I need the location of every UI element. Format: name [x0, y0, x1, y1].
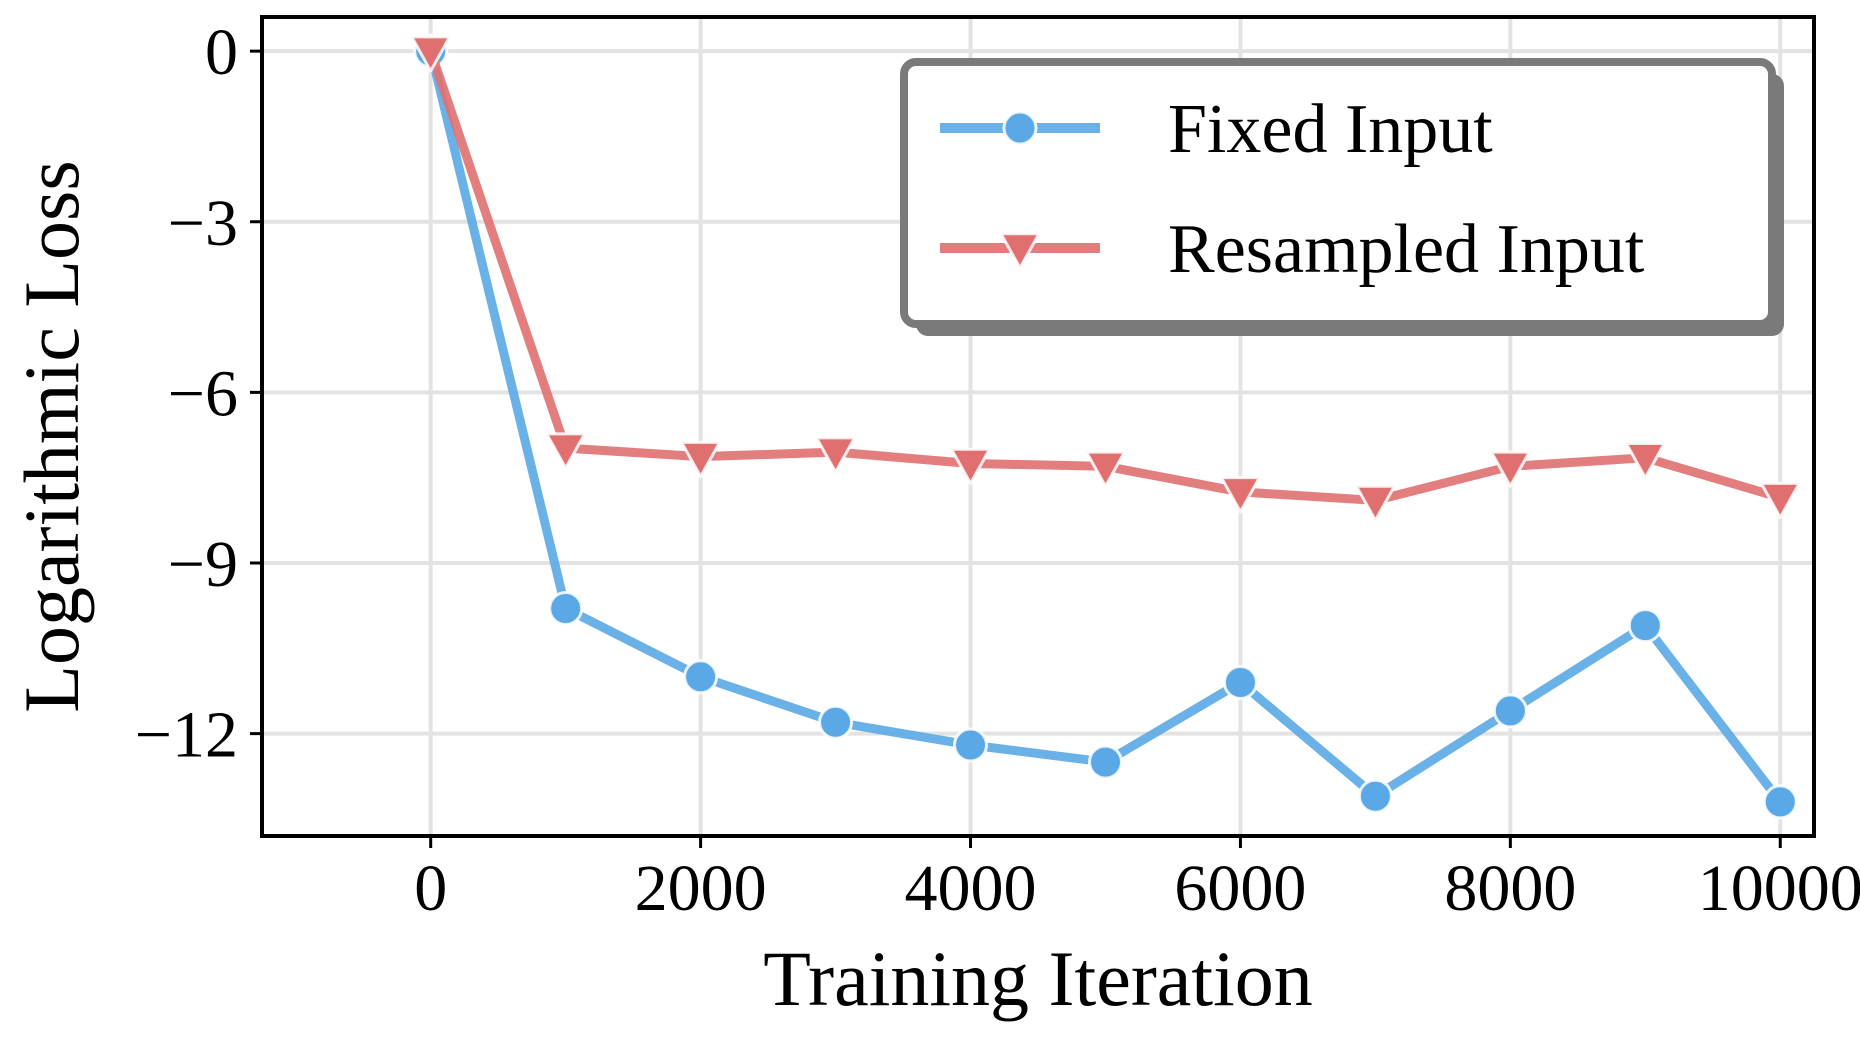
data-point	[1219, 476, 1261, 514]
data-point	[410, 35, 452, 73]
data-point	[545, 432, 587, 470]
data-point	[1357, 778, 1393, 814]
legend-item: Resampled Input	[940, 211, 1645, 288]
data-point	[1354, 484, 1396, 522]
y-tick-label: −3	[168, 187, 238, 260]
data-point	[950, 447, 992, 485]
legend-marker	[999, 232, 1041, 270]
plot-frame	[260, 15, 1816, 838]
data-point	[548, 591, 584, 626]
y-tick-label: 0	[205, 16, 238, 89]
x-tick-label: 2000	[635, 852, 767, 925]
y-tick-label: −9	[168, 528, 238, 601]
x-tick-label: 6000	[1174, 852, 1306, 925]
data-point	[1489, 450, 1531, 488]
x-axis-title: Training Iteration	[763, 935, 1313, 1022]
x-tick-label: 8000	[1444, 852, 1576, 925]
y-axis-title: Logarithmic Loss	[8, 160, 95, 712]
data-point	[1759, 481, 1801, 520]
data-point	[953, 727, 989, 763]
legend-item: Fixed Input	[940, 91, 1493, 168]
series-layer	[410, 33, 1801, 820]
y-tick-label: −6	[168, 357, 238, 430]
legend-box	[900, 58, 1776, 328]
y-tick-label: −12	[135, 699, 238, 772]
data-point	[815, 436, 857, 474]
data-point	[1084, 450, 1126, 488]
data-point	[683, 659, 719, 695]
data-point	[1627, 608, 1663, 644]
legend-label: Resampled Input	[1168, 211, 1645, 288]
series-fixed-input	[413, 33, 1798, 820]
legend-marker	[1002, 110, 1038, 146]
x-tick-label: 10000	[1698, 852, 1860, 925]
data-point	[1492, 693, 1528, 729]
data-point	[1762, 784, 1798, 820]
legend-label: Fixed Input	[1168, 91, 1493, 168]
x-tick-label: 4000	[905, 852, 1037, 925]
axis-ticks: 0 2000 4000 6000 8000 10000 0 −3 −6 −9 −12	[135, 16, 1860, 925]
data-point	[1624, 442, 1666, 480]
series-resampled-input	[410, 35, 1801, 522]
data-point	[1222, 664, 1258, 700]
data-point	[680, 440, 722, 479]
legend: Fixed Input Resampled Input	[900, 58, 1784, 336]
data-point	[818, 704, 854, 740]
x-tick-label: 0	[414, 852, 447, 925]
data-point	[1087, 744, 1123, 780]
